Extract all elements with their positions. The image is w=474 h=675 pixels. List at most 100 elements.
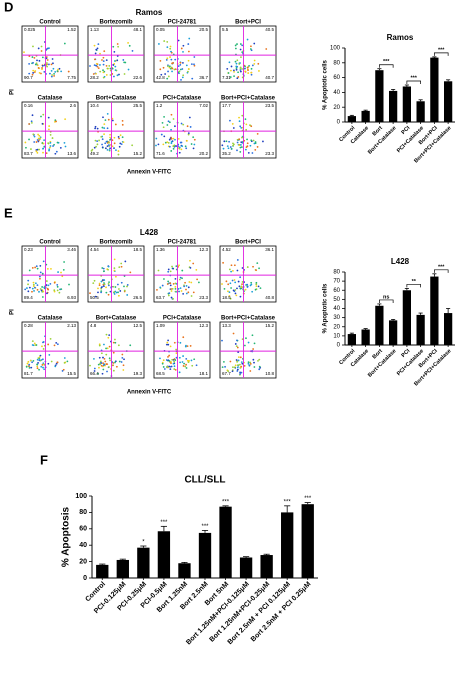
event-dot (57, 271, 59, 273)
event-dot (120, 262, 123, 265)
event-dot (244, 148, 247, 151)
event-dot (189, 259, 191, 262)
event-dot (239, 276, 242, 279)
event-dot (112, 64, 115, 66)
event-dot (241, 267, 244, 269)
event-dot (165, 59, 168, 61)
y-axis-label: % Apoptotic cells (323, 59, 329, 109)
event-dot (41, 68, 43, 71)
event-dot (38, 59, 41, 62)
event-dot (236, 370, 239, 372)
event-dot (102, 267, 105, 270)
event-dot (56, 70, 59, 72)
event-dot (27, 290, 30, 293)
quadrant-value: 0.23 (24, 247, 33, 252)
event-dot (241, 136, 243, 139)
event-dot (116, 43, 119, 45)
event-dot (64, 118, 67, 121)
event-dot (27, 360, 30, 363)
event-dot (35, 150, 38, 153)
y-tick-label: 20 (79, 558, 87, 565)
event-dot (127, 42, 129, 44)
event-dot (107, 282, 110, 285)
event-dot (169, 368, 172, 370)
event-dot (174, 368, 177, 371)
quadrant-value: 81.7 (24, 371, 33, 376)
event-dot (121, 353, 124, 356)
event-dot (36, 358, 39, 361)
bar (198, 532, 212, 578)
event-dot (103, 357, 106, 360)
event-dot (104, 147, 107, 150)
event-dot (121, 123, 124, 126)
event-dot (60, 271, 62, 274)
event-dot (253, 361, 255, 364)
chart-title: L428 (391, 257, 410, 266)
event-dot (257, 359, 259, 362)
event-dot (97, 291, 99, 294)
quadrant-value: 71.6 (156, 151, 165, 156)
event-dot (35, 265, 38, 268)
event-dot (255, 281, 258, 284)
event-dot (68, 283, 70, 286)
event-dot (226, 145, 229, 148)
event-dot (166, 41, 169, 43)
quadrant-value: 12.3 (199, 247, 208, 252)
event-dot (236, 339, 238, 342)
quadrant-value: 18.5 (133, 247, 142, 252)
event-dot (41, 286, 44, 288)
event-dot (224, 365, 226, 368)
event-dot (235, 68, 238, 71)
event-dot (121, 356, 124, 359)
event-dot (108, 149, 111, 151)
event-dot (179, 61, 182, 64)
event-dot (126, 285, 128, 288)
event-dot (43, 64, 46, 67)
event-dot (28, 366, 31, 369)
event-dot (113, 75, 115, 78)
bar (157, 531, 171, 578)
event-dot (48, 125, 51, 127)
event-dot (179, 68, 182, 71)
event-dot (60, 288, 63, 291)
event-dot (222, 261, 224, 264)
event-dot (102, 362, 105, 365)
event-dot (101, 126, 104, 129)
event-dot (229, 282, 232, 285)
event-dot (190, 281, 193, 284)
event-dot (181, 361, 184, 363)
event-dot (36, 367, 39, 370)
event-dot (95, 62, 98, 65)
event-dot (187, 59, 190, 62)
event-dot (236, 59, 239, 62)
event-dot (101, 279, 104, 281)
event-dot (237, 71, 239, 74)
event-dot (49, 337, 52, 340)
event-dot (99, 52, 101, 55)
event-dot (92, 73, 95, 75)
event-dot (233, 71, 235, 73)
event-dot (182, 50, 184, 53)
event-dot (173, 341, 176, 344)
event-dot (170, 290, 173, 292)
event-dot (113, 293, 116, 295)
event-dot (239, 62, 241, 64)
event-dot (167, 75, 170, 78)
event-dot (163, 135, 166, 138)
event-dot (233, 366, 236, 369)
event-dot (59, 146, 62, 149)
event-dot (120, 361, 123, 363)
event-dot (55, 120, 57, 123)
event-dot (171, 358, 174, 361)
event-dot (112, 351, 115, 354)
event-dot (93, 358, 95, 360)
event-dot (39, 288, 42, 290)
event-dot (235, 294, 238, 297)
event-dot (97, 363, 100, 366)
flow-plot-title: PCI-24781 (168, 20, 197, 26)
event-dot (33, 290, 35, 292)
event-dot (178, 70, 181, 73)
event-dot (45, 62, 48, 64)
event-dot (189, 266, 192, 269)
event-dot (102, 285, 105, 288)
